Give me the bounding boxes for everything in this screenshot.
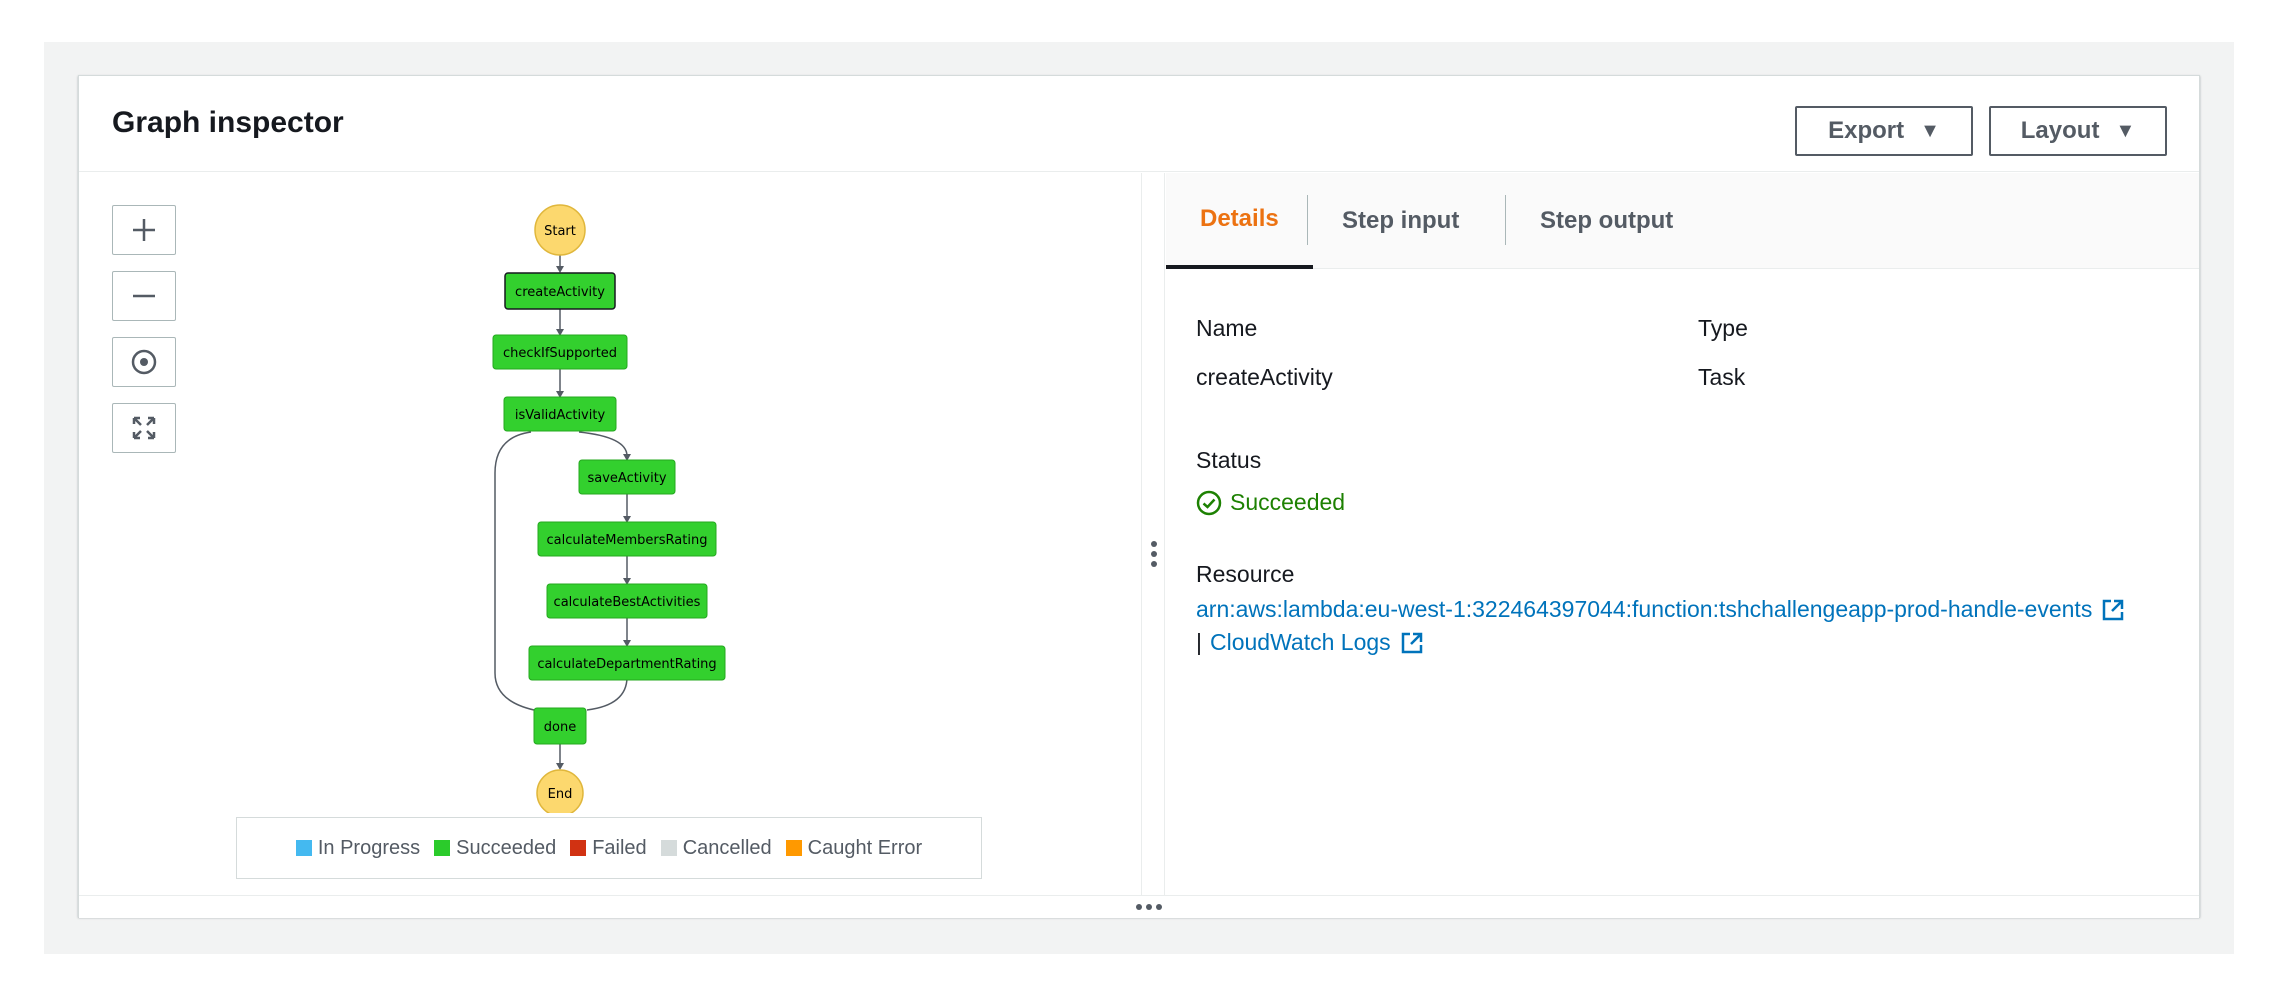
separator: | <box>1196 629 1202 655</box>
center-icon <box>131 349 157 375</box>
caret-down-icon: ▼ <box>1920 119 1940 142</box>
resource-arn-line: arn:aws:lambda:eu-west-1:322464397044:fu… <box>1196 596 2126 623</box>
start-node[interactable]: Start <box>534 204 586 256</box>
legend-label: Succeeded <box>456 836 557 859</box>
legend-label: Cancelled <box>682 836 772 859</box>
tab-step-output[interactable]: Step output <box>1506 173 1707 269</box>
legend-label: Failed <box>592 836 647 859</box>
legend-item: Succeeded <box>434 837 556 860</box>
center-button[interactable] <box>112 337 176 387</box>
tab-label: Details <box>1200 205 1279 232</box>
node-label: calculateDepartmentRating <box>537 657 716 672</box>
check-circle-icon <box>1196 490 1222 515</box>
tab-separator <box>1505 195 1506 245</box>
resource-arn-link[interactable]: arn:aws:lambda:eu-west-1:322464397044:fu… <box>1196 596 2093 622</box>
node-checkIfSupported[interactable]: checkIfSupported <box>492 334 628 370</box>
legend-swatch <box>434 840 451 856</box>
status-value: Succeeded <box>1230 489 1346 515</box>
node-done[interactable]: done <box>533 707 587 745</box>
node-label: createActivity <box>515 285 605 300</box>
status-badge: Succeeded <box>1196 489 1345 516</box>
vertical-resize-handle[interactable] <box>1141 173 1165 895</box>
layout-button[interactable]: Layout ▼ <box>1989 106 2167 156</box>
graph-pane: Start createActivity checkIfSupported is… <box>79 173 1141 918</box>
node-createActivity[interactable]: createActivity <box>504 272 616 310</box>
horizontal-resize-handle[interactable] <box>79 895 2199 918</box>
tab-label: Step input <box>1342 207 1460 234</box>
graph-inspector-panel: Graph inspector Export ▼ Layout ▼ <box>78 75 2200 918</box>
zoom-out-button[interactable] <box>112 271 176 321</box>
type-label: Type <box>1698 315 1748 341</box>
graph-arrowheads <box>556 266 631 770</box>
zoom-in-button[interactable] <box>112 205 176 255</box>
legend-swatch <box>785 840 802 856</box>
cloudwatch-line: | CloudWatch Logs <box>1196 629 1425 656</box>
legend-item: In Progress <box>295 836 421 860</box>
fit-to-screen-button[interactable] <box>112 403 176 453</box>
node-label: calculateBestActivities <box>554 595 701 610</box>
legend-item: Cancelled <box>660 836 772 860</box>
cloudwatch-logs-link[interactable]: CloudWatch Logs <box>1209 629 1391 655</box>
tab-step-input[interactable]: Step input <box>1308 173 1493 269</box>
state-machine-graph: Start createActivity checkIfSupported is… <box>492 204 726 813</box>
start-node-label: Start <box>544 224 576 239</box>
type-value: Task <box>1698 364 1746 390</box>
legend-label: Caught Error <box>807 836 923 859</box>
legend-swatch <box>570 840 587 856</box>
name-value: createActivity <box>1196 364 1333 390</box>
status-legend: In Progress Succeeded Failed Cancelled C… <box>236 817 982 879</box>
legend-swatch <box>295 840 312 856</box>
node-saveActivity[interactable]: saveActivity <box>578 459 676 495</box>
node-label: checkIfSupported <box>503 346 617 361</box>
legend-item: Caught Error <box>785 836 923 860</box>
node-label: isValidActivity <box>515 408 606 423</box>
layout-button-label: Layout <box>2020 117 2100 144</box>
end-node[interactable]: End <box>536 769 584 813</box>
node-calculateDepartmentRating[interactable]: calculateDepartmentRating <box>528 645 726 681</box>
caret-down-icon: ▼ <box>2115 119 2136 142</box>
export-button-label: Export <box>1828 117 1905 144</box>
external-link-icon[interactable] <box>2100 597 2126 623</box>
tab-label: Step output <box>1540 207 1674 234</box>
end-node-label: End <box>548 787 573 802</box>
tab-details[interactable]: Details <box>1166 173 1313 269</box>
details-pane: Details Step input Step output Name crea… <box>1166 173 2199 895</box>
node-calculateMembersRating[interactable]: calculateMembersRating <box>537 521 717 557</box>
panel-title: Graph inspector <box>112 106 344 139</box>
legend-label: In Progress <box>317 836 421 859</box>
resource-label: Resource <box>1196 561 1295 587</box>
name-label: Name <box>1196 315 1258 341</box>
node-label: calculateMembersRating <box>547 533 708 548</box>
legend-item: Failed <box>570 836 647 860</box>
panel-header: Graph inspector Export ▼ Layout ▼ <box>79 76 2199 172</box>
node-label: saveActivity <box>587 471 666 486</box>
tab-bar: Details Step input Step output <box>1166 173 2199 269</box>
external-link-icon[interactable] <box>1399 630 1425 656</box>
legend-swatch <box>660 840 677 856</box>
status-label: Status <box>1196 447 1262 473</box>
tab-separator <box>1307 195 1308 245</box>
plus-icon <box>133 219 155 241</box>
node-label: done <box>544 720 576 735</box>
expand-icon <box>132 416 156 440</box>
export-button[interactable]: Export ▼ <box>1795 106 1973 156</box>
node-isValidActivity[interactable]: isValidActivity <box>503 396 617 432</box>
minus-icon <box>133 294 155 298</box>
drag-handle-icon <box>1150 541 1158 567</box>
drag-handle-icon <box>1136 904 1162 910</box>
node-calculateBestActivities[interactable]: calculateBestActivities <box>546 583 708 619</box>
graph-edges <box>494 254 628 765</box>
